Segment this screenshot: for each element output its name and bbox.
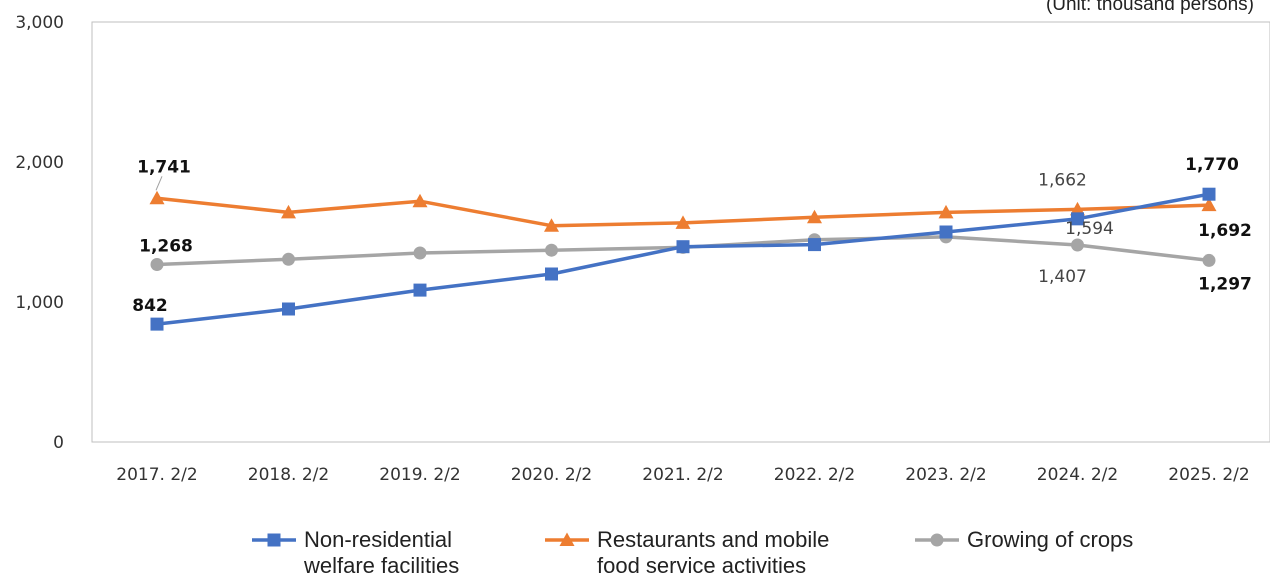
- series-lines: [149, 187, 1217, 331]
- data-point-restaurants: [412, 193, 428, 208]
- data-point-welfare: [1202, 187, 1216, 201]
- data-labels: 1,741 1,268 842 1,662 1,594 1,407 1,770 1,692 1,…: [132, 155, 1252, 316]
- legend-marker-welfare: [267, 533, 281, 547]
- data-point-welfare: [545, 267, 558, 281]
- unit-note: (Unit: thousand persons): [1046, 0, 1254, 15]
- data-point-welfare: [808, 238, 821, 252]
- series-welfare: [150, 187, 1216, 331]
- data-point-restaurants: [149, 190, 165, 205]
- data-point-welfare: [150, 317, 164, 331]
- x-tick-label: 2017. 2/2: [116, 465, 197, 485]
- x-tick-label: 2025. 2/2: [1168, 465, 1249, 485]
- data-label-welfare: 842: [132, 296, 168, 316]
- data-label-crops: 1,268: [139, 236, 193, 256]
- data-point-crops: [413, 246, 427, 260]
- data-point-welfare: [939, 225, 953, 239]
- data-point-crops: [545, 243, 558, 257]
- data-point-welfare: [1071, 212, 1084, 226]
- data-label-restaurants: 1,692: [1198, 221, 1252, 241]
- x-tick-label: 2019. 2/2: [379, 465, 460, 485]
- data-label-restaurants: 1,662: [1038, 170, 1087, 190]
- series-restaurants: [149, 190, 1217, 232]
- data-point-crops: [1071, 238, 1084, 252]
- data-point-restaurants: [544, 218, 559, 232]
- y-axis-ticks: 0 1,000 2,000 3,000: [15, 13, 64, 453]
- data-point-restaurants: [1201, 197, 1217, 212]
- y-tick-label: 2,000: [15, 153, 64, 173]
- x-tick-label: 2018. 2/2: [248, 465, 329, 485]
- data-point-welfare: [282, 302, 295, 316]
- x-tick-label: 2021. 2/2: [642, 465, 723, 485]
- x-tick-label: 2022. 2/2: [774, 465, 855, 485]
- y-tick-label: 3,000: [15, 13, 64, 33]
- data-point-restaurants: [807, 209, 822, 224]
- legend-label: welfare facilities: [303, 553, 459, 576]
- plot-area: [91, 21, 1270, 443]
- data-point-welfare: [676, 240, 690, 254]
- legend-label: food service activities: [597, 553, 806, 576]
- data-label-crops: 1,407: [1038, 267, 1087, 287]
- x-axis-ticks: 2017. 2/2 2018. 2/2 2019. 2/2 2020. 2/2 2021…: [116, 465, 1249, 485]
- data-point-welfare: [413, 283, 427, 297]
- legend-label: Growing of crops: [967, 527, 1133, 552]
- data-point-restaurants: [281, 204, 296, 219]
- x-tick-label: 2024. 2/2: [1037, 465, 1118, 485]
- y-tick-label: 1,000: [15, 293, 64, 313]
- legend-label: Non-residential: [304, 527, 452, 552]
- data-point-crops: [1202, 253, 1216, 267]
- legend-marker-crops: [930, 533, 944, 547]
- x-tick-label: 2023. 2/2: [905, 465, 986, 485]
- data-label-welfare: 1,770: [1185, 155, 1239, 175]
- leader-line: [155, 176, 163, 191]
- data-point-restaurants: [1070, 201, 1085, 216]
- data-label-restaurants: 1,741: [137, 157, 191, 177]
- data-point-crops: [150, 257, 164, 271]
- legend-label: Restaurants and mobile: [597, 527, 829, 552]
- data-label-welfare: 1,594: [1065, 219, 1114, 239]
- data-label-crops: 1,297: [1198, 274, 1252, 294]
- legend-item-crops: Growing of crops: [915, 527, 1133, 552]
- legend-marker-restaurants: [559, 532, 575, 546]
- x-tick-label: 2020. 2/2: [511, 465, 592, 485]
- data-point-crops: [282, 252, 295, 266]
- data-point-restaurants: [675, 215, 691, 229]
- y-tick-label: 0: [53, 433, 64, 453]
- data-point-restaurants: [938, 204, 954, 219]
